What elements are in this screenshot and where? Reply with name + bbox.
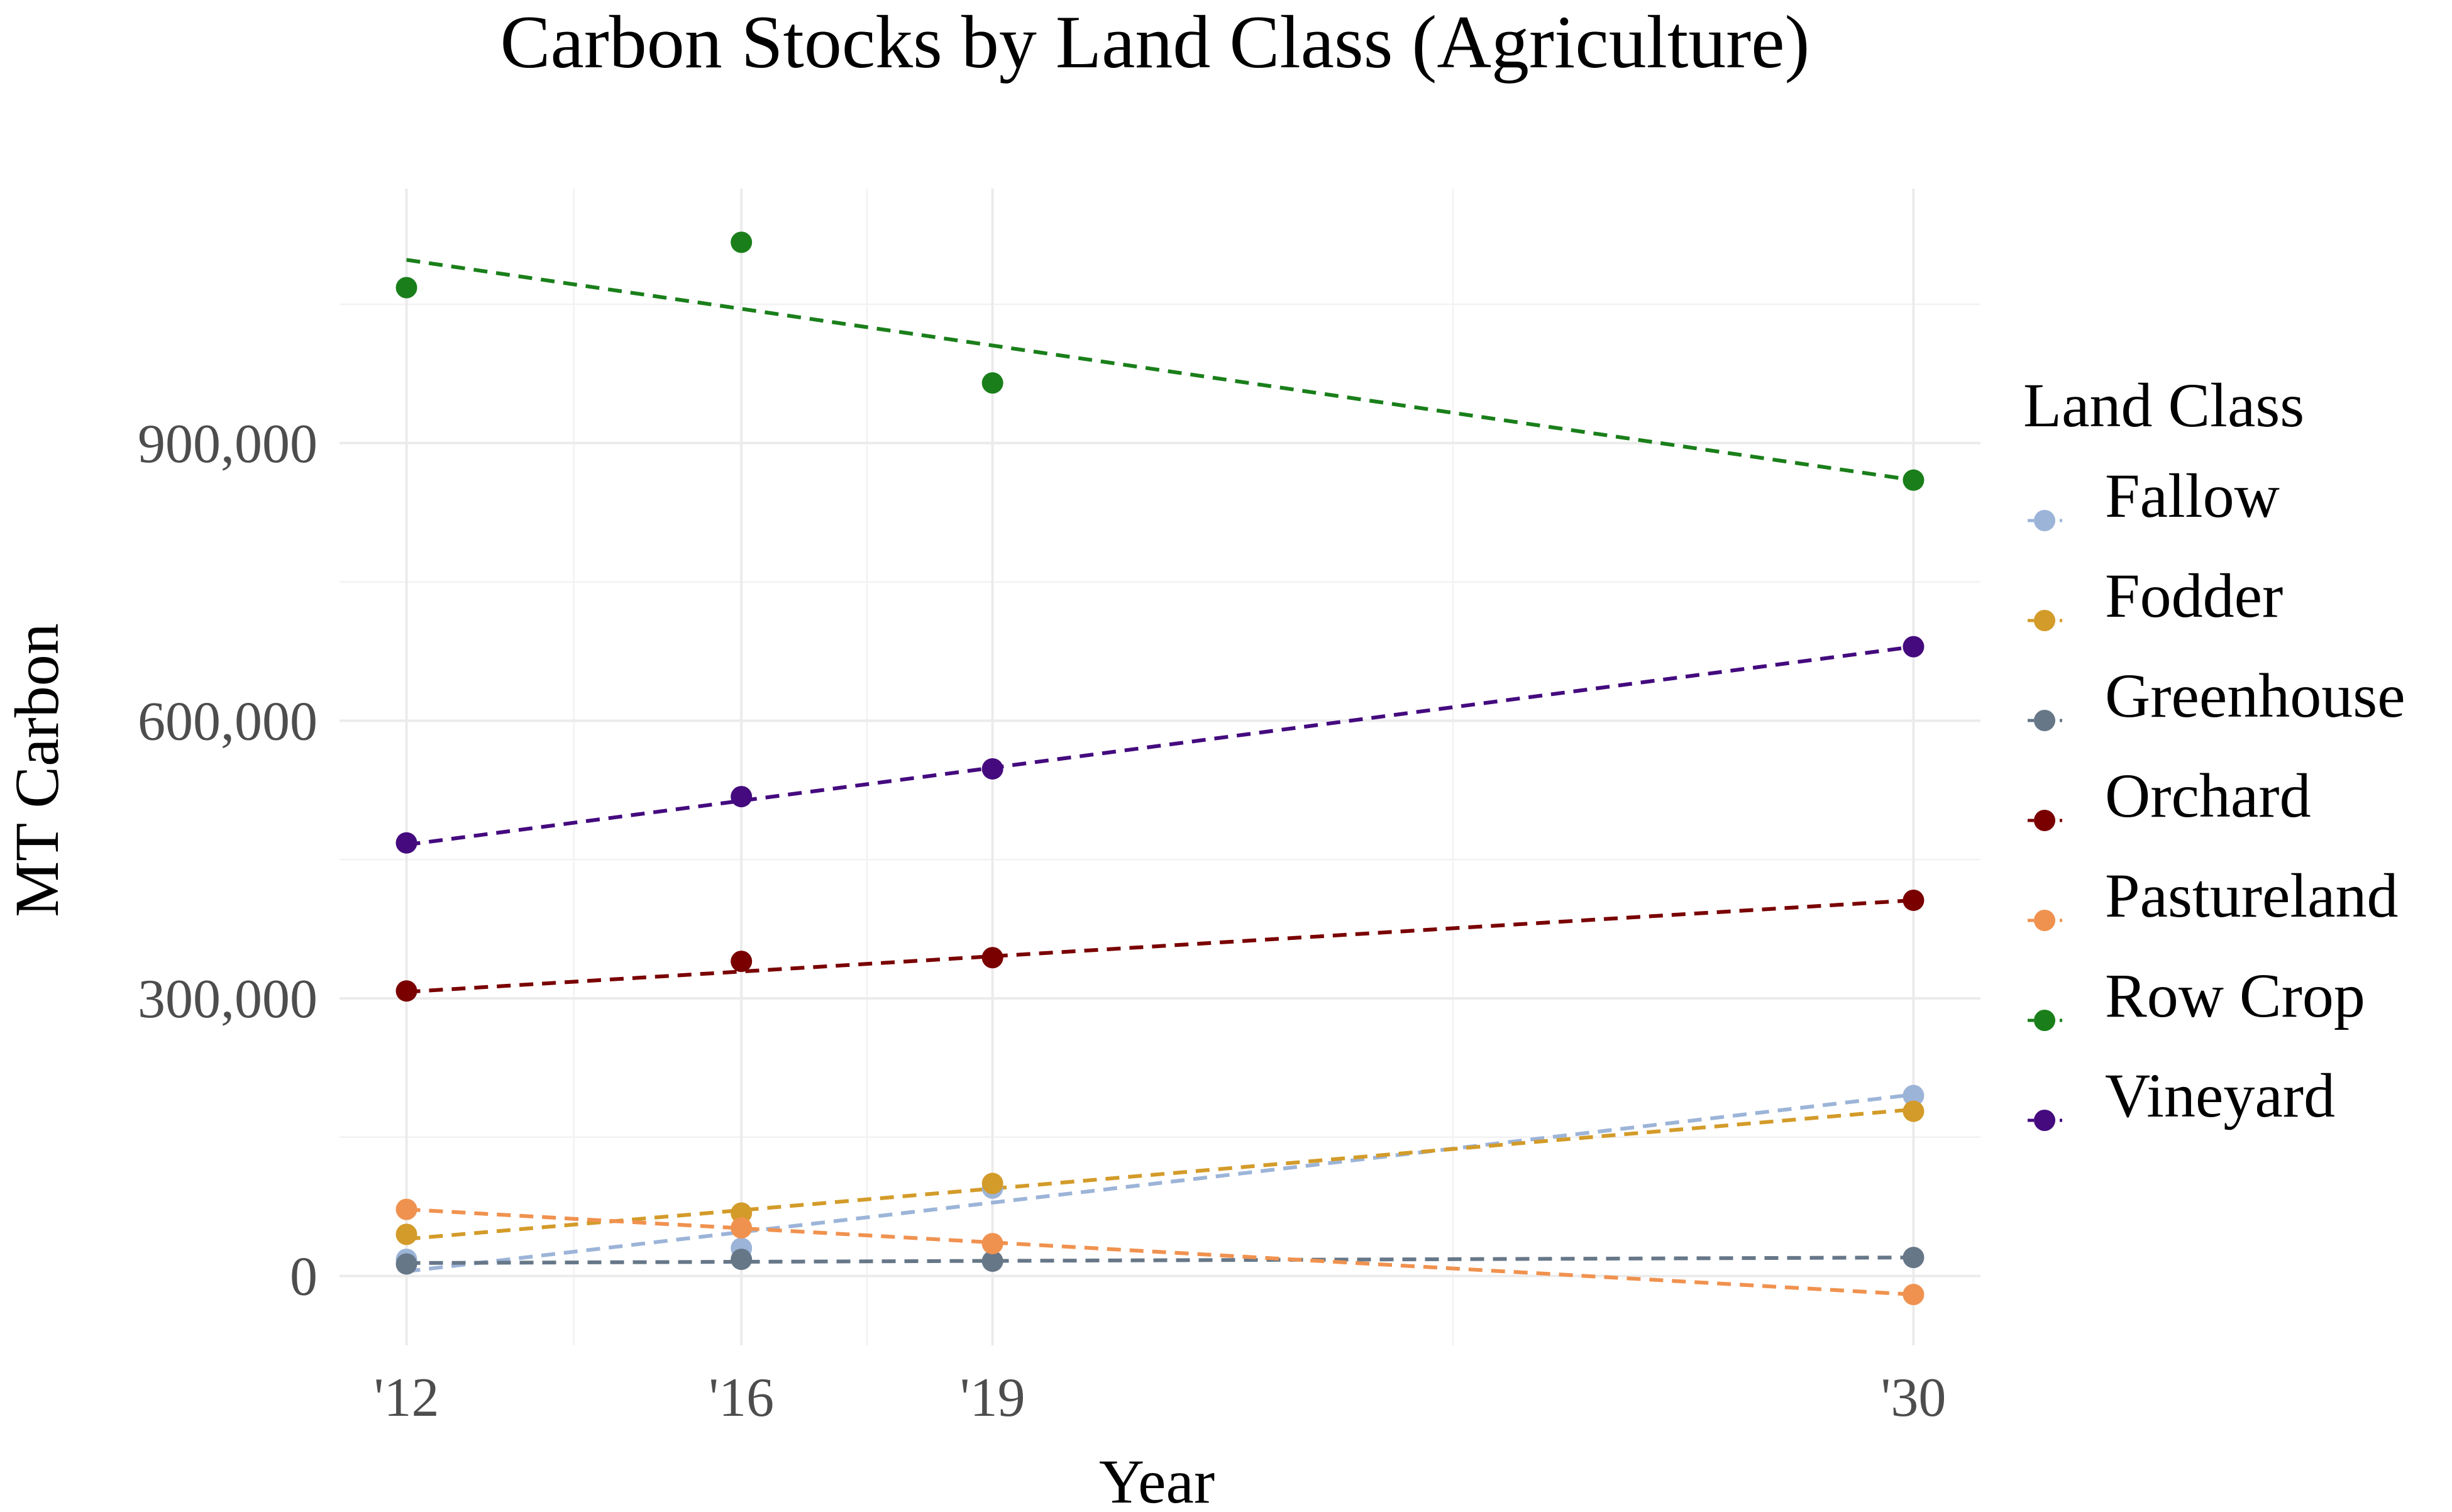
legend: Land Class Fallow Fodder Greenhouse Orchard… — [2023, 370, 2405, 1131]
trend-line-fodder — [406, 1107, 1914, 1241]
chart-title: Carbon Stocks by Land Class (Agriculture… — [500, 0, 1810, 84]
legend-item-greenhouse: Greenhouse — [2028, 661, 2405, 731]
legend-item-pastureland: Pastureland — [2028, 861, 2399, 931]
x-tick-label: '16 — [709, 1367, 774, 1428]
x-axis-title: Year — [1099, 1447, 1215, 1509]
legend-item-fallow: Fallow — [2028, 461, 2280, 531]
legend-label: Fodder — [2105, 561, 2283, 631]
legend-label: Greenhouse — [2105, 661, 2405, 731]
trend-line-orchard — [406, 898, 1914, 994]
axes: Year MT Carbon 0 300,000 600,000 900,000 '12… — [2, 414, 1947, 1512]
y-tick-label: 900,000 — [138, 414, 318, 475]
legend-item-row-crop: Row Crop — [2028, 961, 2365, 1031]
data-point-pastureland — [981, 1233, 1003, 1255]
x-tick-label: '19 — [960, 1367, 1025, 1428]
legend-item-orchard: Orchard — [2028, 761, 2311, 831]
data-point-pastureland — [1903, 1284, 1925, 1306]
data-point-row-crop — [1903, 469, 1925, 491]
data-point-vineyard — [731, 786, 753, 808]
data-point-vineyard — [981, 758, 1003, 780]
trend-line-fallow — [406, 1093, 1914, 1274]
legend-key-point — [2034, 910, 2055, 931]
y-axis-title: MT Carbon — [2, 623, 72, 917]
data-point-orchard — [395, 980, 417, 1002]
data-point-vineyard — [1903, 636, 1925, 658]
legend-label: Vineyard — [2105, 1061, 2335, 1130]
legend-key-point — [2034, 710, 2055, 731]
grid — [340, 189, 1980, 1345]
data-point-fodder — [731, 1202, 753, 1224]
legend-label: Row Crop — [2105, 961, 2365, 1030]
data-point-orchard — [731, 951, 753, 973]
data-point-fodder — [395, 1223, 417, 1245]
trend-line-row-crop — [406, 258, 1914, 482]
plot-area — [395, 231, 1925, 1306]
data-point-fodder — [981, 1173, 1003, 1195]
y-tick-label: 600,000 — [138, 691, 318, 752]
data-point-fallow — [1903, 1084, 1925, 1106]
data-point-greenhouse — [731, 1249, 753, 1271]
trend-line-vineyard — [406, 644, 1914, 847]
data-point-greenhouse — [981, 1250, 1003, 1272]
data-point-fodder — [1903, 1100, 1925, 1122]
data-point-orchard — [981, 947, 1003, 969]
data-point-pastureland — [731, 1217, 753, 1239]
data-point-row-crop — [731, 231, 753, 253]
legend-label: Fallow — [2105, 461, 2280, 531]
legend-item-fodder: Fodder — [2028, 561, 2283, 631]
legend-item-vineyard: Vineyard — [2028, 1061, 2335, 1131]
legend-title: Land Class — [2023, 370, 2304, 440]
x-tick-label: '30 — [1881, 1367, 1947, 1428]
y-tick-label: 300,000 — [138, 969, 318, 1030]
trend-line-greenhouse — [406, 1255, 1914, 1265]
legend-key-point — [2034, 610, 2055, 631]
legend-label: Pastureland — [2105, 861, 2399, 930]
data-point-row-crop — [981, 372, 1003, 394]
legend-key-point — [2034, 1010, 2055, 1031]
legend-key-point — [2034, 1110, 2055, 1131]
data-point-row-crop — [395, 277, 417, 299]
data-point-orchard — [1903, 889, 1925, 911]
data-point-greenhouse — [395, 1253, 417, 1275]
legend-key-point — [2034, 510, 2055, 531]
data-point-pastureland — [395, 1198, 417, 1220]
data-point-vineyard — [395, 832, 417, 854]
trend-line-pastureland — [406, 1207, 1914, 1297]
data-point-greenhouse — [1903, 1247, 1925, 1269]
y-tick-label: 0 — [290, 1247, 318, 1308]
legend-key-point — [2034, 810, 2055, 831]
x-tick-label: '12 — [374, 1367, 439, 1428]
legend-label: Orchard — [2105, 761, 2311, 830]
